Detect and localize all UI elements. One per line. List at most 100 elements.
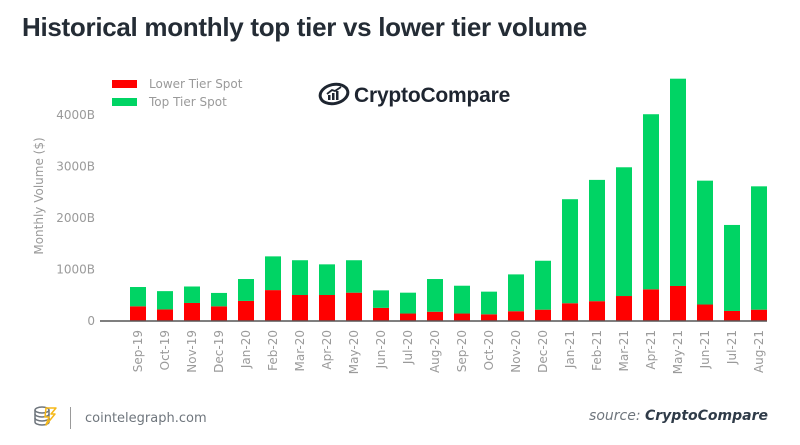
source-credit: source: CryptoCompare <box>589 408 768 424</box>
bar-top-tier <box>130 287 146 307</box>
bar-lower-tier <box>373 307 389 321</box>
y-axis-ticks: 0 1000B 2000B 3000B 4000B <box>56 108 95 328</box>
bar-lower-tier <box>751 309 767 321</box>
bar-top-tier <box>751 186 767 310</box>
bar-chart: 0 1000B 2000B 3000B 4000B Monthly Volume ($)… <box>32 78 767 374</box>
x-tick-label: Mar-20 <box>293 330 307 371</box>
bar-top-tier <box>481 291 497 315</box>
bar-lower-tier <box>535 309 551 321</box>
bar-top-tier <box>184 286 200 303</box>
x-tick-label: Jun-20 <box>374 330 388 369</box>
bar-lower-tier <box>346 292 362 321</box>
x-tick-label: Nov-20 <box>509 330 523 373</box>
bar-top-tier <box>643 114 659 290</box>
x-tick-label: Jan-21 <box>563 330 577 369</box>
bar-lower-tier <box>454 313 470 321</box>
bar-top-tier <box>589 179 605 302</box>
bar-top-tier <box>211 292 227 307</box>
x-tick-label: Sep-19 <box>131 330 145 372</box>
y-tick-label: 2000B <box>56 211 95 225</box>
x-tick-label: Oct-19 <box>158 330 172 370</box>
bar-lower-tier <box>292 294 308 321</box>
x-tick-label: Dec-20 <box>536 330 550 373</box>
x-axis-ticks: Sep-19 Oct-19 Nov-19 Dec-19 Jan-20 Feb-20 Mar-… <box>131 330 766 374</box>
source-name: CryptoCompare <box>645 408 768 424</box>
bar-top-tier <box>427 279 443 312</box>
y-axis-label: Monthly Volume ($) <box>32 137 46 254</box>
x-tick-label: Jan-20 <box>239 330 253 369</box>
x-tick-label: Feb-21 <box>590 330 604 371</box>
bar-top-tier <box>238 279 254 301</box>
bar-top-tier <box>697 180 713 305</box>
y-tick-label: 3000B <box>56 160 95 174</box>
bar-lower-tier <box>481 314 497 321</box>
x-tick-label: Mar-21 <box>617 330 631 371</box>
x-tick-label: Nov-19 <box>185 330 199 373</box>
bar-lower-tier <box>616 296 632 321</box>
legend-item-top-tier: Top Tier Spot <box>112 93 242 111</box>
footer-divider <box>70 407 71 429</box>
bar-lower-tier <box>643 289 659 321</box>
bar-lower-tier <box>697 304 713 321</box>
x-tick-label: May-20 <box>347 330 361 374</box>
bar-top-tier <box>670 78 686 286</box>
y-tick-label: 4000B <box>56 108 95 122</box>
x-tick-label: Jul-21 <box>725 330 739 365</box>
bar-top-tier <box>454 285 470 314</box>
bar-top-tier <box>400 292 416 314</box>
bar-top-tier <box>346 260 362 293</box>
bar-lower-tier <box>670 285 686 321</box>
bar-lower-tier <box>724 310 740 321</box>
bar-top-tier <box>724 224 740 311</box>
chart-growth-icon <box>318 82 350 110</box>
x-tick-label: May-21 <box>671 330 685 374</box>
x-tick-label: Oct-20 <box>482 330 496 370</box>
x-tick-label: Aug-21 <box>752 330 766 373</box>
bar-top-tier <box>562 199 578 304</box>
bar-lower-tier <box>265 290 281 321</box>
cryptocompare-logo: CryptoCompare <box>318 82 510 110</box>
x-tick-label: Aug-20 <box>428 330 442 373</box>
brand-name: CryptoCompare <box>354 84 511 107</box>
legend: Lower Tier Spot Top Tier Spot <box>112 75 242 111</box>
bar-lower-tier <box>238 300 254 321</box>
x-tick-label: Apr-21 <box>644 330 658 370</box>
bar-top-tier <box>319 264 335 295</box>
bars <box>130 78 767 321</box>
x-tick-label: Apr-20 <box>320 330 334 370</box>
cointelegraph-coin-icon <box>32 404 58 432</box>
bar-lower-tier <box>427 311 443 321</box>
x-tick-label: Jul-20 <box>401 330 415 365</box>
bar-lower-tier <box>319 294 335 321</box>
bar-lower-tier <box>211 306 227 321</box>
bar-top-tier <box>157 291 173 310</box>
legend-item-lower-tier: Lower Tier Spot <box>112 75 242 93</box>
source-label: source: <box>589 408 641 424</box>
footer-site-link[interactable]: cointelegraph.com <box>85 410 207 426</box>
legend-swatch-top-tier <box>112 98 137 106</box>
bar-top-tier <box>616 167 632 297</box>
x-tick-label: Feb-20 <box>266 330 280 371</box>
bar-lower-tier <box>562 303 578 321</box>
bar-lower-tier <box>508 311 524 321</box>
x-tick-label: Jun-21 <box>698 330 712 369</box>
bar-top-tier <box>535 260 551 310</box>
y-tick-label: 0 <box>87 314 95 328</box>
y-tick-label: 1000B <box>56 263 95 277</box>
bar-top-tier <box>292 260 308 295</box>
bar-lower-tier <box>130 306 146 321</box>
bar-lower-tier <box>400 313 416 321</box>
bar-top-tier <box>265 256 281 291</box>
legend-label: Lower Tier Spot <box>149 77 243 91</box>
bar-top-tier <box>373 290 389 308</box>
legend-swatch-lower-tier <box>112 80 137 88</box>
x-tick-label: Sep-20 <box>455 330 469 372</box>
chart-title: Historical monthly top tier vs lower tie… <box>22 12 587 42</box>
bar-lower-tier <box>184 302 200 321</box>
x-tick-label: Dec-19 <box>212 330 226 373</box>
legend-label: Top Tier Spot <box>149 95 227 109</box>
bar-top-tier <box>508 274 524 312</box>
footer-branding: cointelegraph.com <box>32 404 207 432</box>
bar-lower-tier <box>157 309 173 321</box>
bar-lower-tier <box>589 301 605 321</box>
